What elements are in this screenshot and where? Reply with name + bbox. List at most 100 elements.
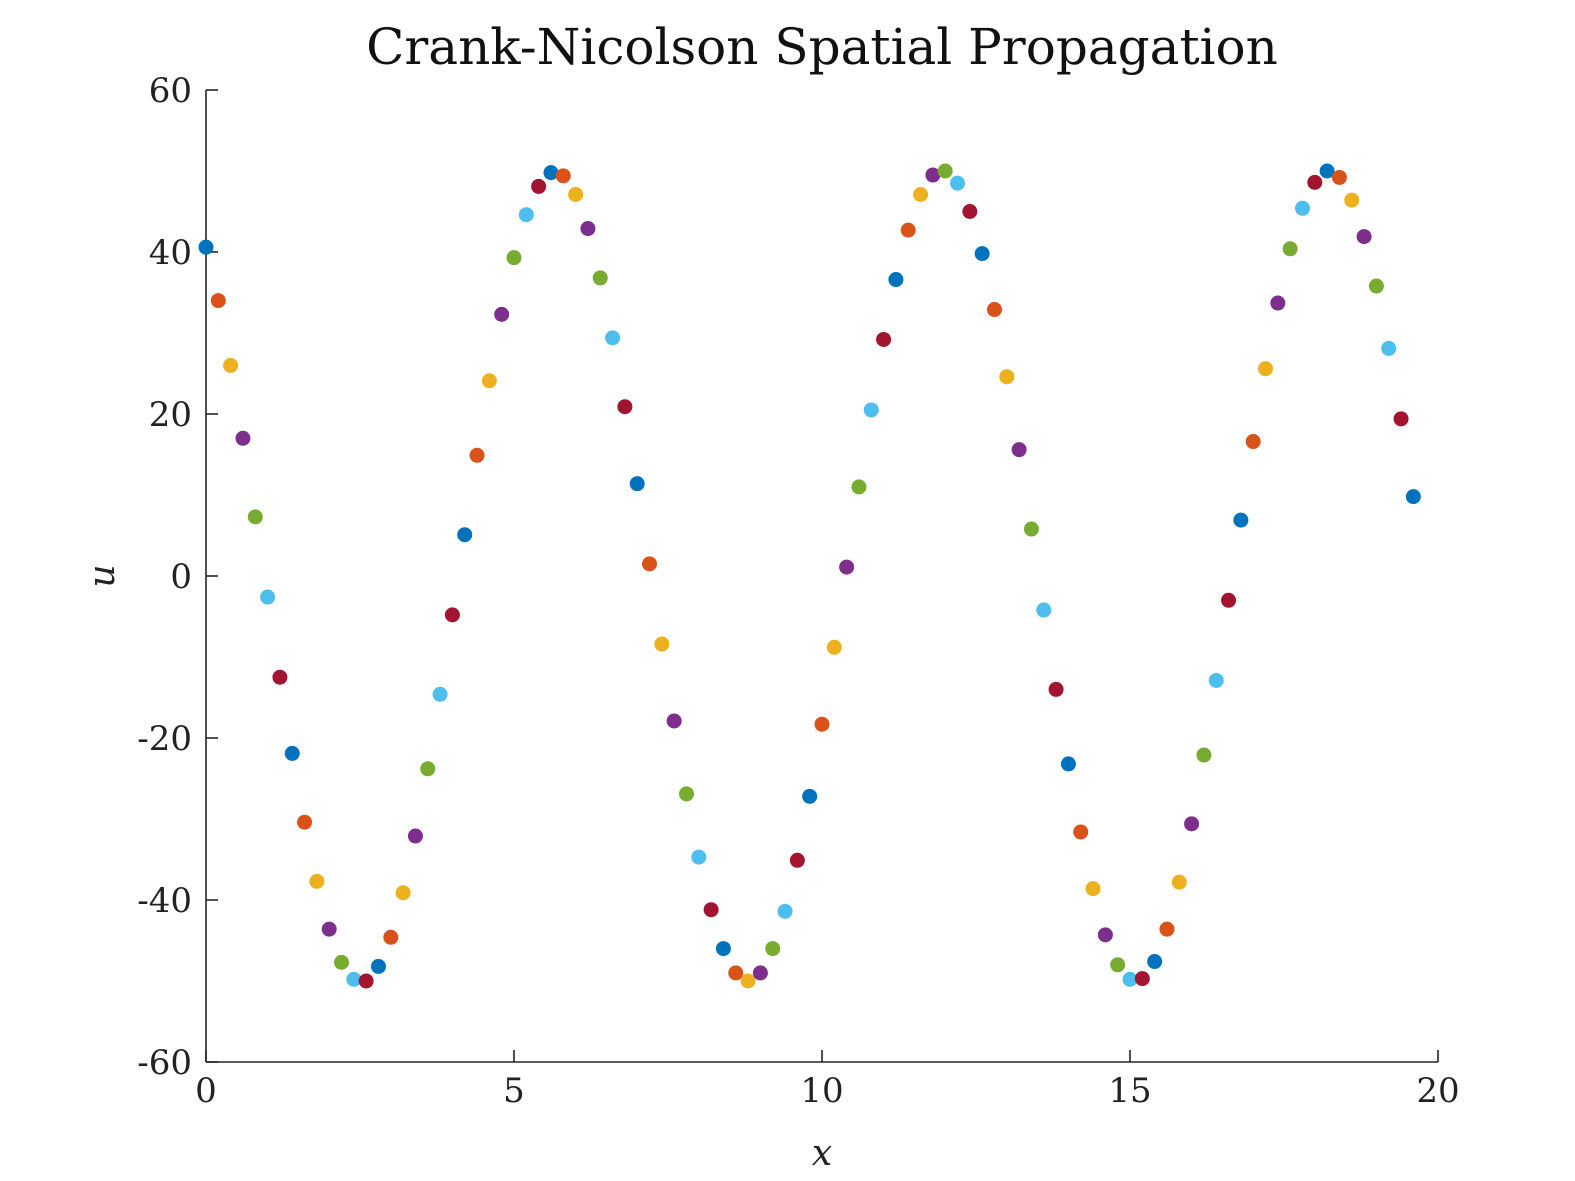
data-point: [666, 713, 682, 729]
data-point: [1381, 340, 1397, 356]
data-point: [444, 607, 460, 623]
data-point: [986, 302, 1002, 318]
data-point: [1196, 747, 1212, 763]
data-point: [321, 921, 337, 937]
data-point: [839, 559, 855, 575]
data-point: [900, 222, 916, 238]
data-point: [1060, 756, 1076, 772]
y-tick-label: 20: [149, 395, 192, 435]
data-point: [457, 527, 473, 543]
data-point: [1159, 921, 1175, 937]
data-point: [592, 270, 608, 286]
data-point: [346, 971, 362, 987]
data-point: [1048, 681, 1064, 697]
data-point: [210, 293, 226, 309]
data-point: [555, 168, 571, 184]
data-point: [543, 165, 559, 181]
data-point: [407, 828, 423, 844]
x-tick-label: 20: [1416, 1071, 1459, 1111]
data-point: [1171, 874, 1187, 890]
data-point: [284, 745, 300, 761]
data-point: [999, 369, 1015, 385]
data-point: [913, 186, 929, 202]
data-point: [642, 556, 658, 572]
data-point: [728, 965, 744, 981]
data-point: [1085, 881, 1101, 897]
data-point: [605, 330, 621, 346]
data-point: [863, 402, 879, 418]
data-point: [629, 476, 645, 492]
data-point: [1208, 672, 1224, 688]
data-point: [432, 686, 448, 702]
data-point: [950, 175, 966, 191]
data-points: [198, 163, 1421, 989]
data-point: [802, 788, 818, 804]
data-point: [1393, 411, 1409, 427]
data-point: [235, 430, 251, 446]
data-point: [1011, 442, 1027, 458]
data-point: [568, 186, 584, 202]
data-point: [1036, 602, 1052, 618]
data-point: [1073, 824, 1089, 840]
data-point: [395, 885, 411, 901]
data-point: [826, 639, 842, 655]
data-point: [1282, 241, 1298, 257]
data-point: [370, 958, 386, 974]
y-tick-label: -20: [137, 719, 192, 759]
data-point: [1245, 434, 1261, 450]
x-tick-label: 15: [1108, 1071, 1151, 1111]
data-point: [1233, 512, 1249, 528]
data-point: [752, 965, 768, 981]
data-point: [617, 399, 633, 415]
data-point: [383, 929, 399, 945]
data-point: [1270, 295, 1286, 311]
data-point: [223, 357, 239, 373]
data-point: [1319, 163, 1335, 179]
data-point: [1184, 816, 1200, 832]
chart-title: Crank-Nicolson Spatial Propagation: [366, 18, 1278, 76]
data-point: [1023, 521, 1039, 537]
axes: [205, 90, 1438, 1063]
data-point: [678, 786, 694, 802]
data-point: [1097, 927, 1113, 943]
y-tick-label: 40: [149, 233, 192, 273]
x-tick-label: 0: [195, 1071, 217, 1111]
data-point: [518, 207, 534, 223]
data-point: [297, 814, 313, 830]
y-tick-label: 60: [149, 71, 192, 111]
x-tick-label: 10: [800, 1071, 843, 1111]
data-point: [198, 239, 214, 255]
data-point: [247, 509, 263, 525]
data-point: [691, 849, 707, 865]
y-tick-label: -40: [137, 881, 192, 921]
data-point: [740, 973, 756, 989]
data-point: [358, 973, 374, 989]
data-point: [260, 589, 276, 605]
data-point: [1294, 200, 1310, 216]
data-point: [506, 250, 522, 266]
data-point: [481, 373, 497, 389]
data-point: [974, 246, 990, 262]
data-point: [469, 447, 485, 463]
data-point: [1331, 169, 1347, 185]
data-point: [876, 331, 892, 347]
y-axis-label: u: [82, 564, 123, 587]
data-point: [765, 941, 781, 957]
data-point: [1258, 361, 1274, 377]
data-point: [334, 954, 350, 970]
data-point: [272, 669, 288, 685]
data-point: [1122, 971, 1138, 987]
x-tick-label: 5: [503, 1071, 525, 1111]
data-point: [1147, 954, 1163, 970]
data-point: [937, 163, 953, 179]
data-point: [654, 636, 670, 652]
data-point: [309, 873, 325, 889]
y-tick-label: 0: [170, 557, 192, 597]
data-point: [1368, 278, 1384, 294]
data-point: [715, 941, 731, 957]
data-point: [1307, 174, 1323, 190]
data-point: [531, 178, 547, 194]
data-point: [1405, 489, 1421, 505]
x-axis-label: x: [812, 1133, 832, 1174]
